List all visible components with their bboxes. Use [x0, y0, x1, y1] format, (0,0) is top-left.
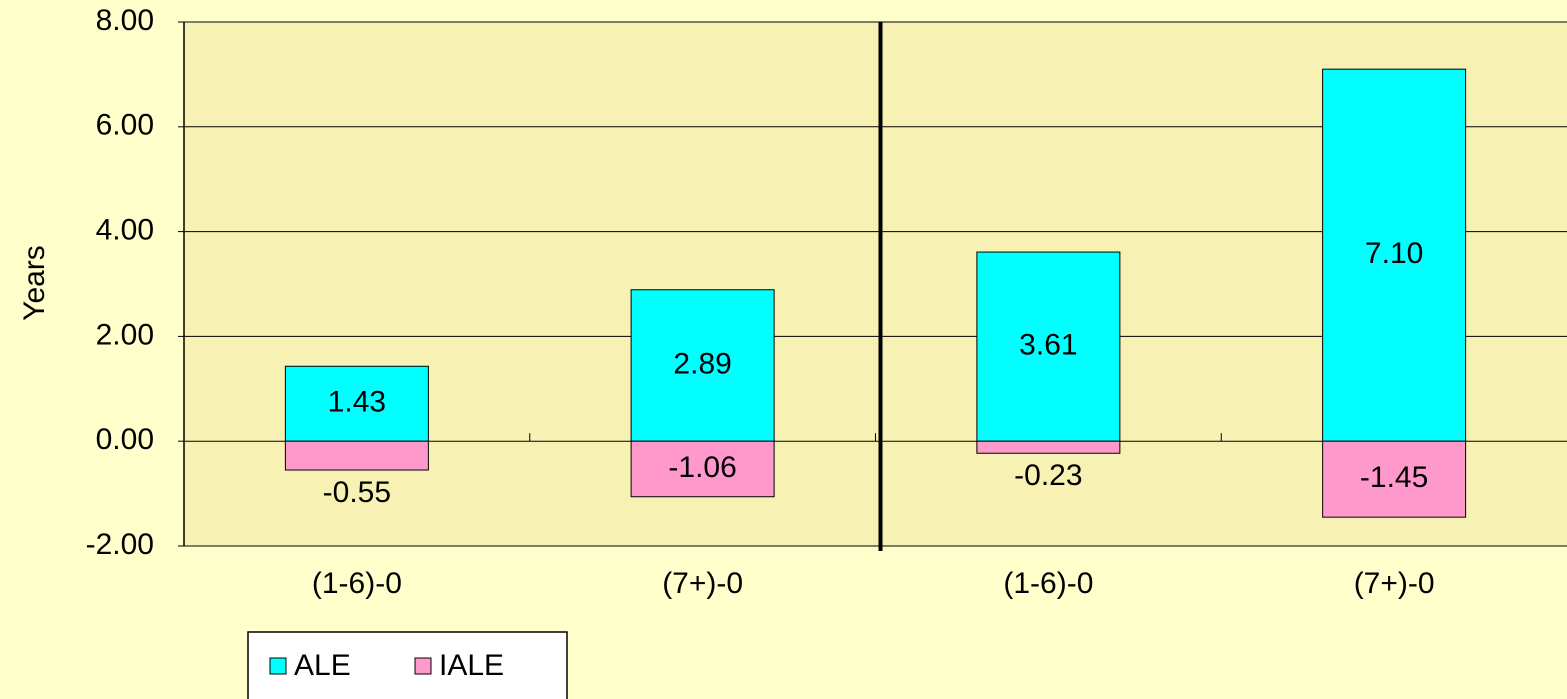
- legend-swatch: [269, 657, 287, 675]
- bar: [976, 251, 1121, 442]
- y-axis-label: Years: [18, 245, 51, 321]
- legend-swatch: [414, 657, 432, 675]
- x-tick-label: (1-6)-0: [1003, 567, 1093, 600]
- x-tick-label: (7+)-0: [1354, 567, 1435, 600]
- data-label: 1.43: [328, 386, 386, 419]
- x-tick-label: (7+)-0: [662, 567, 743, 600]
- bar: [284, 365, 429, 442]
- data-label: 7.10: [1365, 237, 1423, 270]
- data-label: 2.89: [673, 347, 731, 380]
- bar: [1322, 440, 1467, 518]
- bar: [630, 289, 775, 442]
- bar: [976, 440, 1121, 454]
- bar: [1322, 68, 1467, 442]
- bar: [630, 440, 775, 498]
- legend-box: [247, 631, 568, 699]
- legend-label: ALE: [294, 649, 351, 682]
- y-tick-label: 2.00: [96, 318, 154, 351]
- x-tick-label: (1-6)-0: [312, 567, 402, 600]
- y-tick-label: 8.00: [96, 4, 154, 37]
- data-label: -1.06: [668, 451, 736, 484]
- data-label: -0.23: [1014, 459, 1082, 492]
- data-label: -0.55: [323, 476, 391, 509]
- y-tick-label: 4.00: [96, 214, 154, 247]
- bar: [284, 440, 429, 471]
- y-tick-label: 0.00: [96, 423, 154, 456]
- legend-label: IALE: [439, 649, 504, 682]
- data-label: -1.45: [1360, 461, 1428, 494]
- y-tick-label: 6.00: [96, 109, 154, 142]
- data-label: 3.61: [1019, 329, 1077, 362]
- y-tick-label: -2.00: [86, 528, 154, 561]
